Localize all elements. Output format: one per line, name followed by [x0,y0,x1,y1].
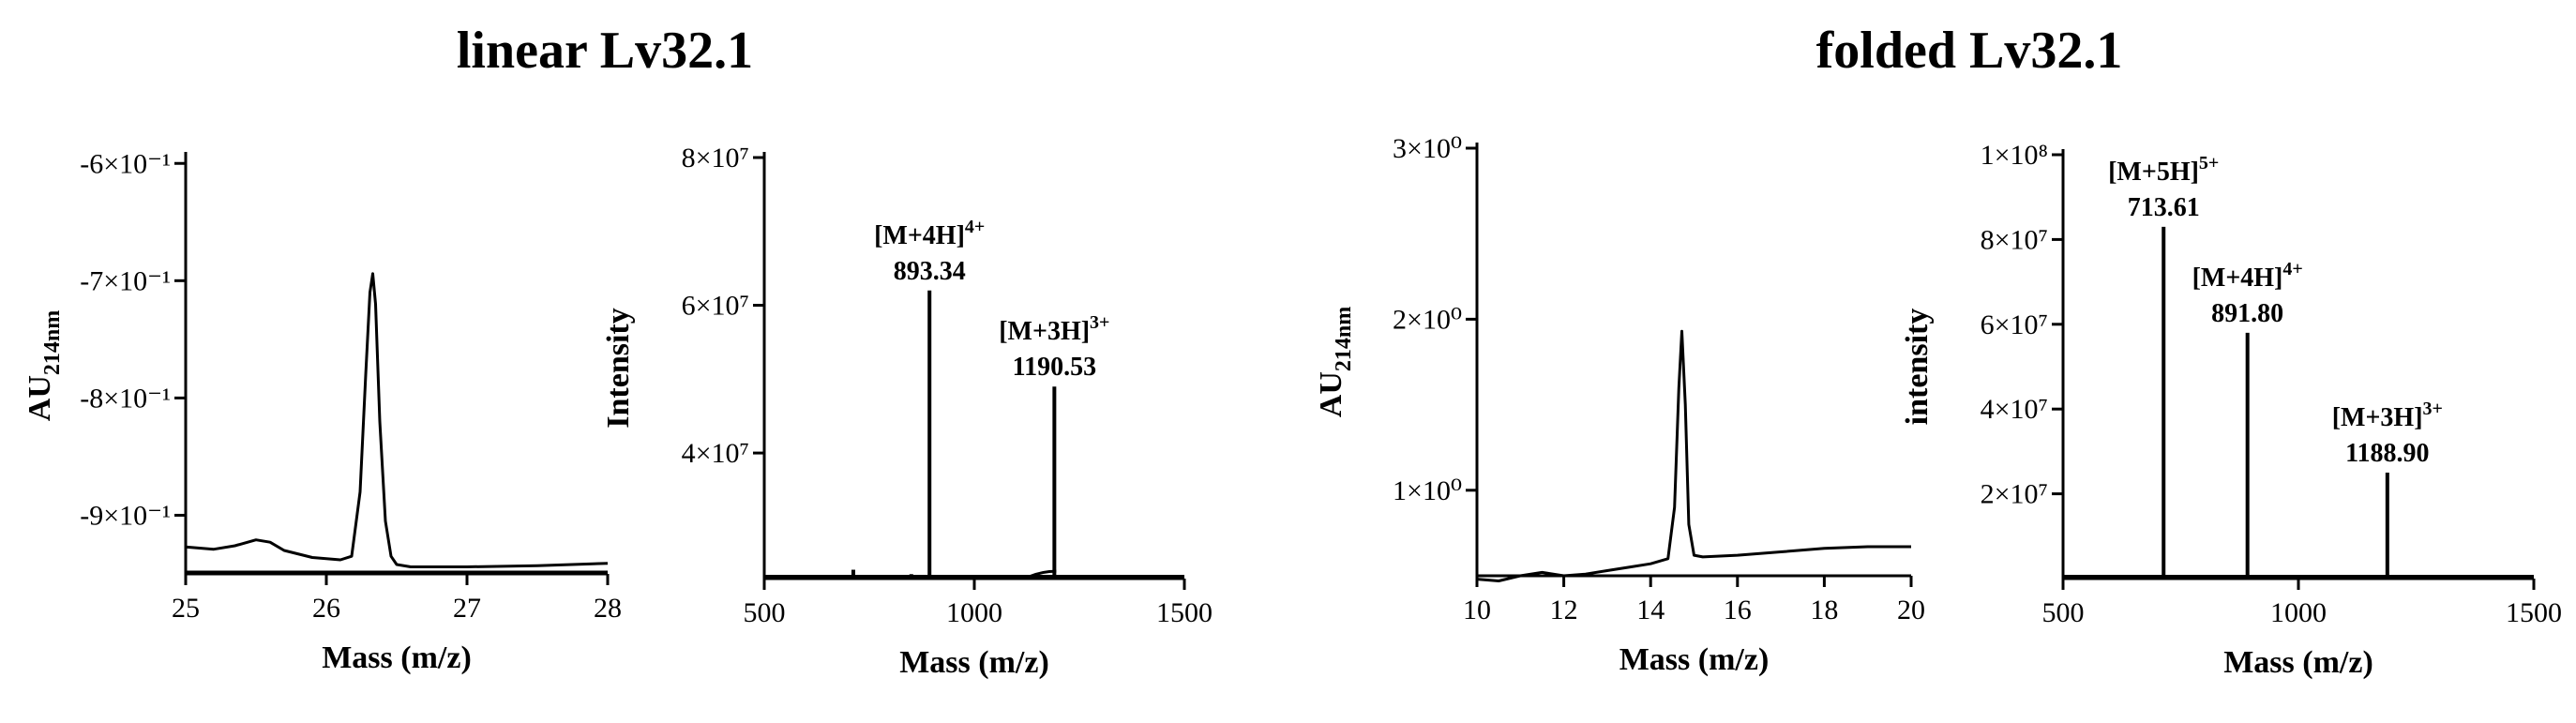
peak-ion: [M+4H] [2192,264,2283,293]
peak-ion-label: [M+3H]3+ [999,312,1109,346]
peak-charge: 3+ [1090,312,1109,333]
y-tick-label: 6×10⁷ [682,291,749,322]
title-folded: folded Lv32.1 [1816,22,2123,80]
peak-mass-label: 893.34 [894,257,966,286]
chart-folded-hplc: 10 12 14 16 18 20 1×10⁰ 2×10⁰ 3×10⁰ Mass (m/z) AU2… [1314,133,1925,677]
peak-mass-label: 891.80 [2211,299,2283,328]
chart-linear-ms: 500 1000 1500 4×10⁷ 6×10⁷ 8×10⁷ Mass (m/z) Inte… [601,143,1213,680]
x-axis-title: Mass (m/z) [1619,642,1770,677]
y-axis-title-main: AU [1314,371,1348,417]
y-tick-label: 6×10⁷ [1981,309,2048,340]
peak-ion-label: [M+4H]4+ [874,217,985,250]
x-tick-label: 1000 [2270,597,2327,628]
peak-charge: 4+ [965,217,985,237]
y-axis-title: AU214nm [23,310,65,421]
y-tick-label: 8×10⁷ [682,143,749,173]
peak-ion: [M+4H] [874,221,965,250]
y-axis-title: intensity [1900,309,1935,426]
y-axis-title: Intensity [601,308,636,428]
x-axis-title: Mass (m/z) [899,645,1049,680]
y-tick-label: -8×10⁻¹ [80,383,171,414]
x-tick-label: 14 [1636,595,1665,625]
x-tick-label: 1000 [946,597,1002,628]
series-line [1476,329,1911,582]
x-axis-title: Mass (m/z) [2223,645,2373,680]
y-tick-label: -9×10⁻¹ [80,500,171,531]
y-tick-label: 3×10⁰ [1393,133,1462,164]
peak-ion-label: [M+3H]3+ [2332,399,2443,432]
x-tick-label: 500 [744,597,786,628]
x-tick-label: 12 [1550,595,1578,625]
peak-ion: [M+3H] [999,317,1090,346]
y-axis-title-main: AU [23,375,57,421]
chart-folded-ms: 500 1000 1500 2×10⁷ 4×10⁷ 6×10⁷ 8×10⁷ 1×10⁸ Mass… [1900,140,2562,680]
series-line [185,272,609,568]
chart-linear-hplc: 25 26 27 28 -6×10⁻¹ -7×10⁻¹ -8×10⁻¹ -9×10⁻¹ Mass… [23,148,622,675]
y-axis-title-sub: 214nm [1332,307,1356,371]
x-tick-label: 20 [1897,595,1925,625]
title-linear: linear Lv32.1 [457,22,753,80]
peak-charge: 3+ [2423,399,2443,419]
x-tick-label: 500 [2042,597,2085,628]
y-axis-title-main: intensity [1900,309,1935,426]
peak-mass-label: 713.61 [2128,193,2200,222]
y-tick-label: 2×10⁷ [1981,479,2048,510]
x-tick-label: 18 [1810,595,1838,625]
x-tick-label: 16 [1724,595,1752,625]
x-tick-label: 27 [453,593,481,624]
x-tick-label: 26 [312,593,340,624]
y-axis-title: AU214nm [1314,307,1356,417]
peak-ion-label: [M+4H]4+ [2192,259,2303,293]
y-tick-label: 1×10⁰ [1393,475,1462,506]
y-axis-title-main: Intensity [601,308,636,428]
peak-charge: 5+ [2199,153,2219,173]
peak-ion-label: [M+5H]5+ [2108,153,2219,187]
peak-ion: [M+5H] [2108,158,2199,187]
y-axis-title-sub: 214nm [40,310,65,375]
y-tick-label: 1×10⁸ [1981,140,2048,171]
y-tick-label: 4×10⁷ [682,438,749,469]
peak-ion: [M+3H] [2332,403,2423,432]
y-tick-label: 2×10⁰ [1393,304,1462,335]
x-axis-title: Mass (m/z) [322,640,472,675]
x-tick-label: 1500 [2506,597,2562,628]
x-tick-label: 1500 [1156,597,1213,628]
peak-charge: 4+ [2282,259,2302,279]
x-tick-label: 25 [172,593,200,624]
y-tick-label: -7×10⁻¹ [80,265,171,296]
y-tick-label: 4×10⁷ [1981,394,2048,425]
y-tick-label: -6×10⁻¹ [80,148,171,179]
peak-mass-label: 1190.53 [1013,353,1096,382]
x-tick-label: 28 [594,593,622,624]
peak-mass-label: 1188.90 [2345,439,2429,468]
y-tick-label: 8×10⁷ [1981,224,2048,255]
x-tick-label: 10 [1463,595,1491,625]
